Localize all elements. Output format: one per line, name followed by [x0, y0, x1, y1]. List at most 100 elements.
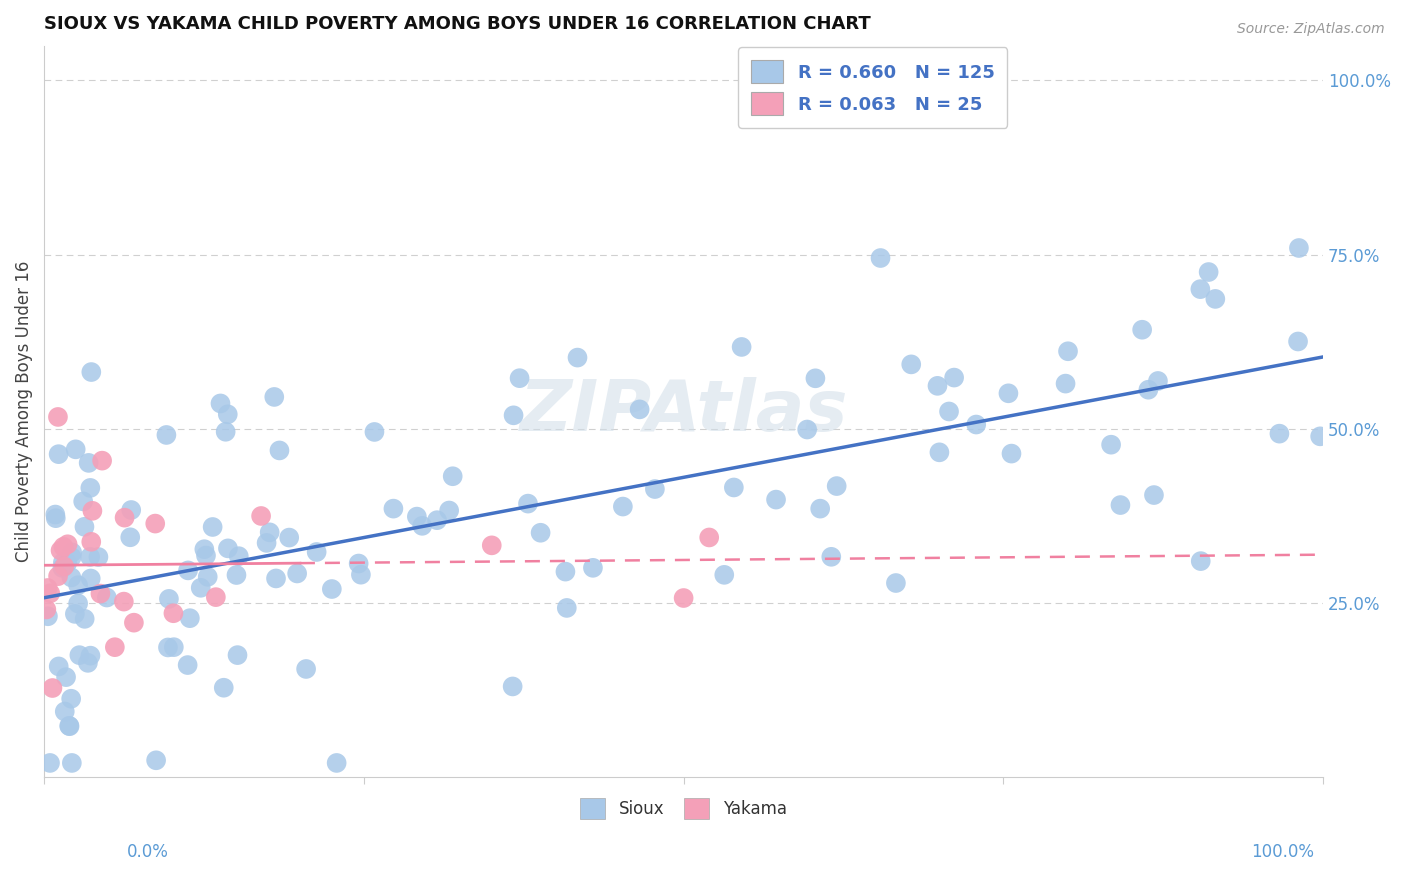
Point	[517, 497, 540, 511]
Point	[869, 251, 891, 265]
Point	[529, 525, 551, 540]
Point	[179, 611, 201, 625]
Point	[48, 447, 70, 461]
Point	[177, 563, 200, 577]
Point	[1286, 334, 1309, 349]
Point	[825, 479, 848, 493]
Point	[928, 445, 950, 459]
Point	[295, 662, 318, 676]
Point	[39, 586, 62, 600]
Point	[53, 705, 76, 719]
Point	[46, 569, 69, 583]
Legend: Sioux, Yakama: Sioux, Yakama	[572, 790, 796, 827]
Point	[804, 371, 827, 385]
Point	[437, 503, 460, 517]
Point	[114, 510, 136, 524]
Point	[259, 525, 281, 540]
Point	[77, 456, 100, 470]
Point	[205, 590, 228, 604]
Point	[155, 428, 177, 442]
Point	[612, 500, 634, 514]
Point	[321, 582, 343, 596]
Point	[49, 543, 72, 558]
Point	[502, 409, 524, 423]
Point	[80, 365, 103, 379]
Point	[156, 640, 179, 655]
Point	[60, 691, 83, 706]
Point	[67, 578, 90, 592]
Point	[509, 371, 531, 385]
Point	[250, 508, 273, 523]
Point	[157, 591, 180, 606]
Point	[67, 648, 90, 662]
Point	[56, 556, 79, 570]
Point	[63, 607, 86, 621]
Point	[51, 561, 73, 575]
Point	[723, 480, 745, 494]
Point	[214, 425, 236, 439]
Point	[1109, 498, 1132, 512]
Point	[1204, 292, 1226, 306]
Point	[796, 423, 818, 437]
Point	[80, 572, 103, 586]
Point	[502, 680, 524, 694]
Point	[269, 443, 291, 458]
Point	[37, 581, 59, 595]
Point	[582, 561, 605, 575]
Point	[48, 659, 70, 673]
Point	[1143, 488, 1166, 502]
Point	[426, 513, 449, 527]
Point	[45, 511, 67, 525]
Point	[82, 504, 104, 518]
Point	[79, 481, 101, 495]
Point	[217, 541, 239, 556]
Point	[193, 542, 215, 557]
Point	[143, 516, 166, 531]
Point	[87, 549, 110, 564]
Point	[765, 492, 787, 507]
Point	[644, 482, 666, 496]
Point	[58, 719, 80, 733]
Point	[60, 756, 83, 770]
Point	[217, 407, 239, 421]
Point	[89, 586, 111, 600]
Text: Source: ZipAtlas.com: Source: ZipAtlas.com	[1237, 22, 1385, 37]
Point	[628, 402, 651, 417]
Point	[900, 357, 922, 371]
Point	[60, 570, 83, 584]
Point	[555, 601, 578, 615]
Point	[79, 648, 101, 663]
Point	[1054, 376, 1077, 391]
Point	[264, 571, 287, 585]
Point	[55, 670, 77, 684]
Point	[1137, 383, 1160, 397]
Point	[943, 370, 966, 384]
Point	[228, 549, 250, 564]
Point	[411, 518, 433, 533]
Point	[58, 719, 80, 733]
Point	[713, 567, 735, 582]
Point	[481, 538, 503, 552]
Point	[41, 681, 63, 695]
Point	[197, 570, 219, 584]
Point	[405, 509, 427, 524]
Point	[1000, 447, 1022, 461]
Point	[554, 565, 576, 579]
Point	[938, 404, 960, 418]
Point	[67, 597, 90, 611]
Point	[52, 540, 75, 554]
Point	[190, 581, 212, 595]
Point	[195, 549, 218, 563]
Point	[73, 520, 96, 534]
Point	[79, 549, 101, 564]
Point	[325, 756, 347, 770]
Point	[209, 396, 232, 410]
Point	[162, 606, 184, 620]
Point	[80, 534, 103, 549]
Point	[1288, 241, 1310, 255]
Text: 100.0%: 100.0%	[1251, 843, 1315, 861]
Point	[1268, 426, 1291, 441]
Point	[39, 756, 62, 770]
Point	[697, 531, 720, 545]
Point	[997, 386, 1019, 401]
